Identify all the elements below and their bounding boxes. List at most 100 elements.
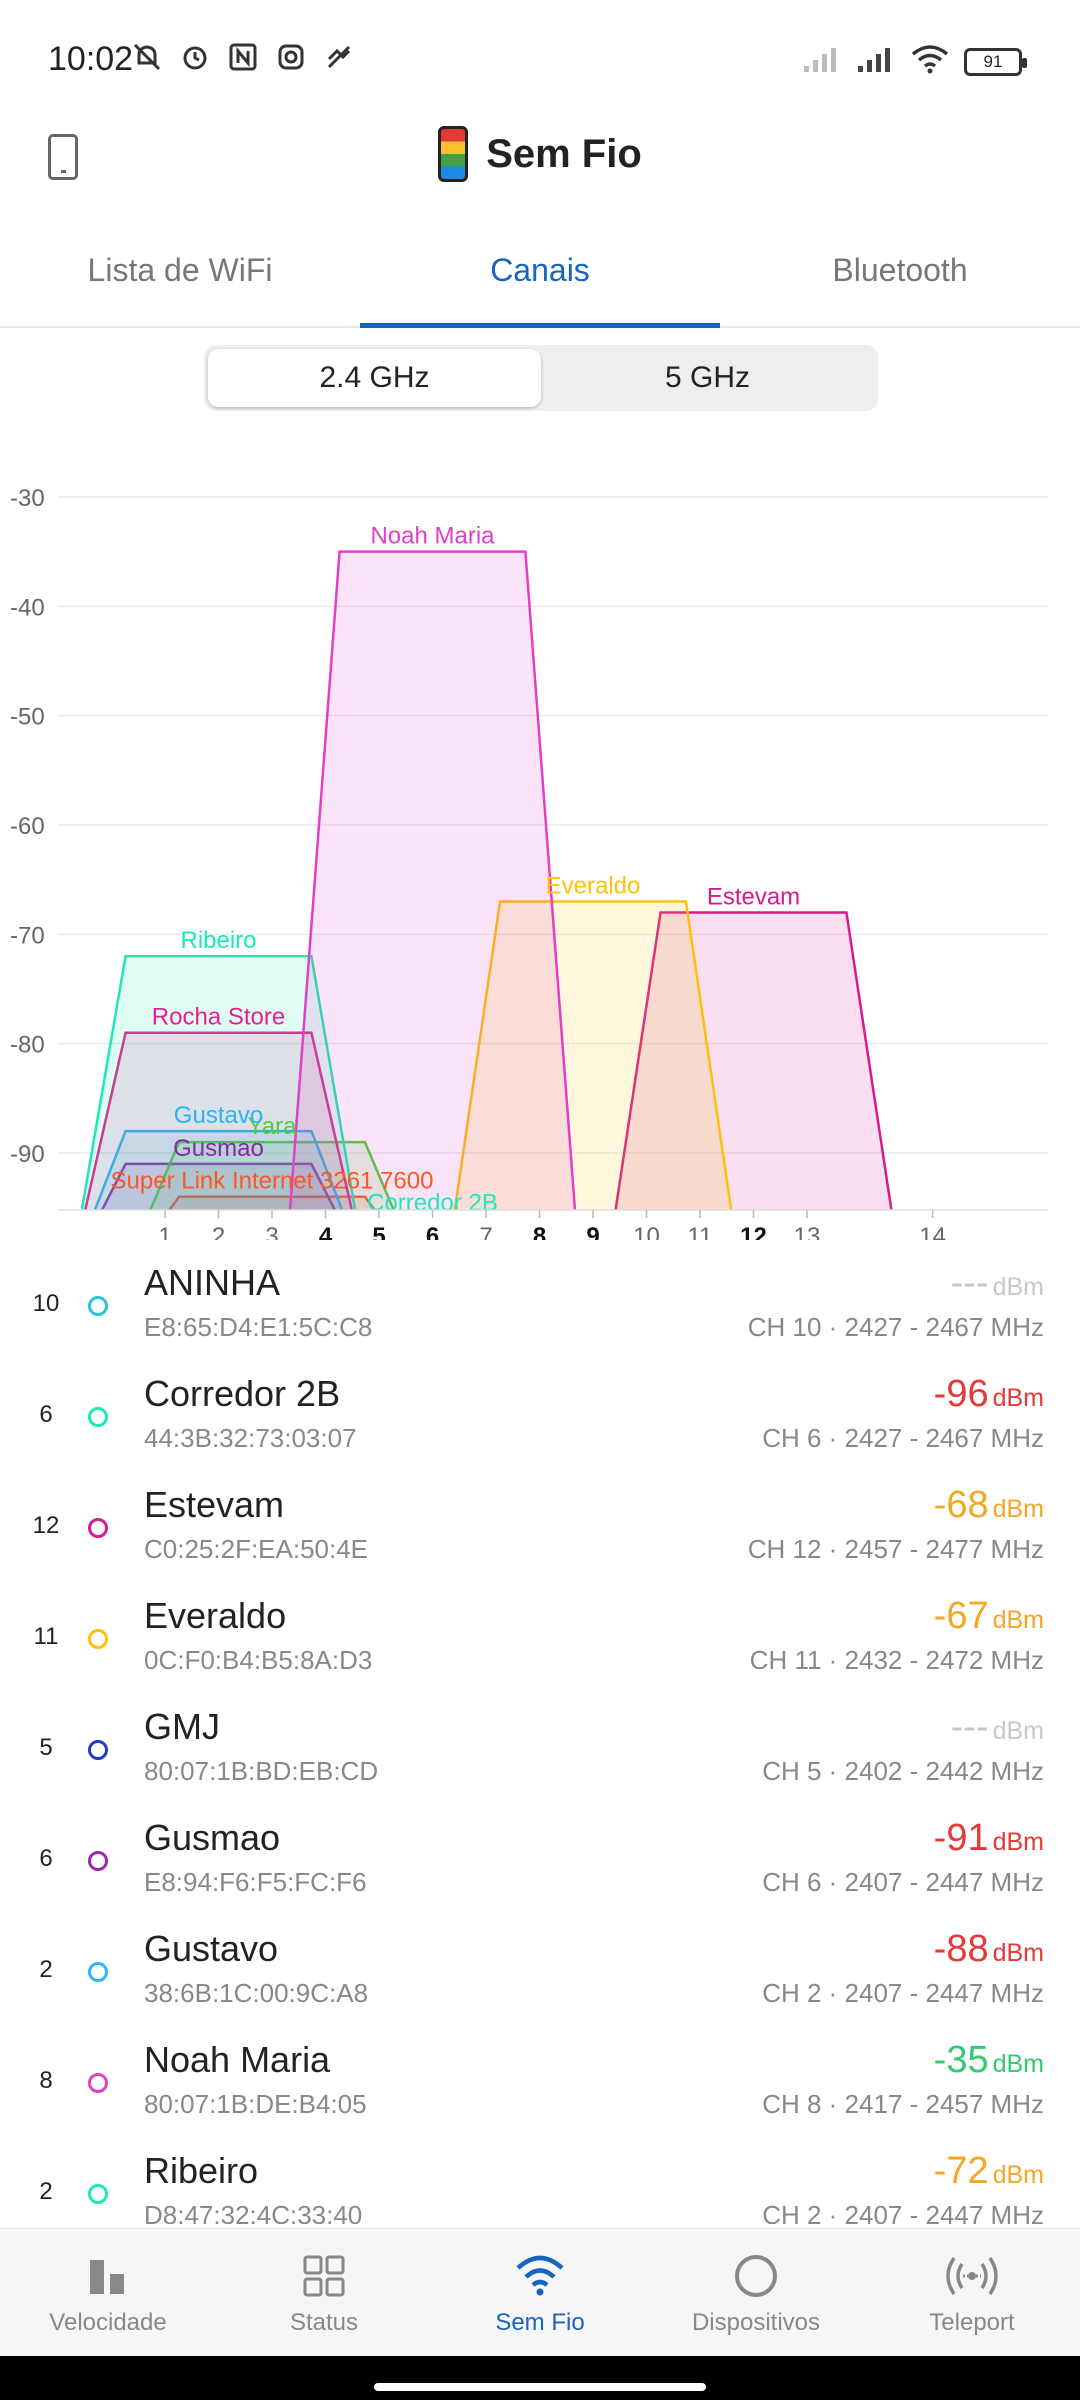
signal-icon bbox=[802, 44, 842, 79]
network-signal: -96 dBm bbox=[934, 1373, 1044, 1416]
nav-status[interactable]: Status bbox=[216, 2229, 432, 2356]
x-tick-label: 14 bbox=[919, 1223, 946, 1240]
tab-bluetooth[interactable]: Bluetooth bbox=[832, 252, 968, 288]
network-row[interactable]: 6 Corredor 2B 44:3B:32:73:03:07 -96 dBm CH 6 … bbox=[0, 1365, 1080, 1476]
network-signal: -72 dBm bbox=[934, 2150, 1044, 2193]
x-tick-label: 9 bbox=[586, 1223, 599, 1240]
signal-value: -88 bbox=[933, 1928, 989, 1970]
network-name: Ribeiro bbox=[144, 2150, 259, 2191]
network-bssid: 38:6B:1C:00:9C:A8 bbox=[144, 1978, 369, 2008]
nav-teleport[interactable]: Teleport bbox=[864, 2229, 1080, 2356]
nav-label: Teleport bbox=[929, 2309, 1015, 2336]
nav-label: Dispositivos bbox=[691, 2309, 821, 2336]
network-bssid: E8:94:F6:F5:FC:F6 bbox=[144, 1867, 367, 1897]
network-channel: 8 bbox=[39, 2067, 53, 2094]
x-tick-label: 11 bbox=[688, 1223, 713, 1240]
x-tick-label: 3 bbox=[265, 1223, 278, 1240]
page-title: Sem Fio bbox=[486, 131, 642, 176]
network-row[interactable]: 5 GMJ 80:07:1B:BD:EB:CD --- dBm CH 5 · 2402 -… bbox=[0, 1698, 1080, 1809]
status-time: 10:02 bbox=[48, 40, 134, 78]
link-icon bbox=[322, 40, 356, 74]
signal-unit: dBm bbox=[992, 1717, 1044, 1745]
network-signal: --- dBm bbox=[951, 1262, 1044, 1305]
network-bssid: 80:07:1B:BD:EB:CD bbox=[144, 1756, 379, 1786]
network-name: GMJ bbox=[144, 1706, 220, 1747]
x-tick-label: 13 bbox=[794, 1223, 821, 1240]
alarm-icon bbox=[178, 40, 212, 74]
wifi-icon bbox=[910, 44, 950, 79]
network-bssid: 0C:F0:B4:B5:8A:D3 bbox=[144, 1645, 373, 1675]
series-label: Gustavo bbox=[174, 1102, 263, 1129]
network-row[interactable]: 8 Noah Maria 80:07:1B:DE:B4:05 -35 dBm CH 8 ·… bbox=[0, 2031, 1080, 2142]
network-name: Estevam bbox=[144, 1484, 285, 1525]
nav-dispositivos[interactable]: Dispositivos bbox=[648, 2229, 864, 2356]
system-nav-bar bbox=[0, 2356, 1080, 2400]
network-signal: -68 dBm bbox=[934, 1484, 1044, 1527]
channel-shape bbox=[167, 1195, 377, 1210]
nav-velocidade[interactable]: Velocidade bbox=[0, 2229, 216, 2356]
series-label: Ribeiro bbox=[180, 927, 256, 954]
channel-chart: -30 -40 -50 -60 -70 -80 -90 Corredor 2B Super Li… bbox=[0, 470, 1080, 1240]
network-row[interactable]: 6 Gusmao E8:94:F6:F5:FC:F6 -91 dBm CH 6 · 240… bbox=[0, 1809, 1080, 1920]
network-row[interactable]: 2 Ribeiro D8:47:32:4C:33:40 -72 dBm CH 2 · 24… bbox=[0, 2142, 1080, 2224]
signal-unit: dBm bbox=[992, 1384, 1044, 1412]
signal-value: -35 bbox=[933, 2039, 989, 2081]
x-tick-label: 4 bbox=[319, 1223, 333, 1240]
x-tick-label: 10 bbox=[633, 1223, 660, 1240]
network-name: Everaldo bbox=[144, 1595, 287, 1636]
signal-unit: dBm bbox=[992, 2050, 1044, 2078]
network-frequency: CH 5 · 2402 - 2442 MHz bbox=[762, 1756, 1044, 1786]
status-icons-left bbox=[130, 40, 356, 74]
battery-icon: 91 bbox=[964, 47, 1027, 76]
y-tick-label: -40 bbox=[10, 594, 45, 621]
x-tick-label: 2 bbox=[212, 1223, 225, 1240]
bar-chart-icon bbox=[0, 2249, 216, 2303]
nav-label: Velocidade bbox=[49, 2309, 167, 2336]
channel-shape bbox=[453, 900, 733, 1210]
network-channel: 6 bbox=[39, 1401, 53, 1428]
network-color-dot bbox=[88, 1740, 108, 1760]
network-row[interactable]: 2 Gustavo 38:6B:1C:00:9C:A8 -88 dBm CH 2 · 24… bbox=[0, 1920, 1080, 2031]
y-tick-label: -50 bbox=[10, 704, 45, 731]
network-name: Gustavo bbox=[144, 1928, 279, 1969]
y-tick-label: -70 bbox=[10, 922, 45, 949]
network-color-dot bbox=[88, 1518, 108, 1538]
network-color-dot bbox=[88, 1407, 108, 1427]
network-row[interactable]: 12 Estevam C0:25:2F:EA:50:4E -68 dBm CH 12 · … bbox=[0, 1476, 1080, 1587]
network-row[interactable]: 10 ANINHA E8:65:D4:E1:5C:C8 --- dBm CH 10 · 2… bbox=[0, 1254, 1080, 1365]
x-tick-label: 7 bbox=[479, 1223, 492, 1240]
network-signal: -35 dBm bbox=[934, 2039, 1044, 2082]
status-icons-right: 91 bbox=[802, 44, 1027, 79]
network-color-dot bbox=[88, 1851, 108, 1871]
network-bssid: 44:3B:32:73:03:07 bbox=[144, 1423, 357, 1453]
wifi-icon bbox=[432, 2249, 648, 2303]
nav-sem-fio[interactable]: Sem Fio bbox=[432, 2229, 648, 2356]
tab-wifi-list[interactable]: Lista de WiFi bbox=[87, 252, 273, 288]
app-logo-icon bbox=[438, 126, 469, 182]
y-tick-label: -90 bbox=[10, 1141, 45, 1168]
network-row[interactable]: 11 Everaldo 0C:F0:B4:B5:8A:D3 -67 dBm CH 11 ·… bbox=[0, 1587, 1080, 1698]
network-bssid: D8:47:32:4C:33:40 bbox=[144, 2200, 363, 2224]
network-channel: 6 bbox=[39, 1845, 53, 1872]
channel-shape bbox=[93, 1129, 344, 1210]
status-bar: 10:02 91 bbox=[0, 0, 1080, 120]
network-signal: -91 dBm bbox=[934, 1817, 1044, 1860]
network-name: Corredor 2B bbox=[144, 1373, 341, 1414]
series-label: Gusmao bbox=[173, 1135, 264, 1162]
phone-device-icon[interactable] bbox=[48, 134, 78, 180]
band-24ghz-button[interactable]: 2.4 GHz bbox=[208, 349, 541, 407]
network-bssid: C0:25:2F:EA:50:4E bbox=[144, 1534, 369, 1564]
network-frequency: CH 2 · 2407 - 2447 MHz bbox=[762, 2200, 1044, 2224]
y-tick-label: -30 bbox=[10, 485, 45, 512]
series-label: Yara bbox=[248, 1113, 298, 1140]
signal-unit: dBm bbox=[992, 1495, 1044, 1523]
tab-bar: Lista de WiFi Canais Bluetooth bbox=[0, 230, 1080, 328]
grid-icon bbox=[216, 2249, 432, 2303]
channel-shape bbox=[288, 550, 577, 1210]
tab-channels[interactable]: Canais bbox=[360, 230, 720, 328]
band-5ghz-button[interactable]: 5 GHz bbox=[664, 361, 751, 394]
home-gesture-pill[interactable] bbox=[374, 2383, 706, 2391]
series-label: Noah Maria bbox=[370, 523, 495, 550]
nav-label: Status bbox=[289, 2309, 359, 2336]
network-list: 10 ANINHA E8:65:D4:E1:5C:C8 --- dBm CH 10 · 2… bbox=[0, 1254, 1080, 2224]
